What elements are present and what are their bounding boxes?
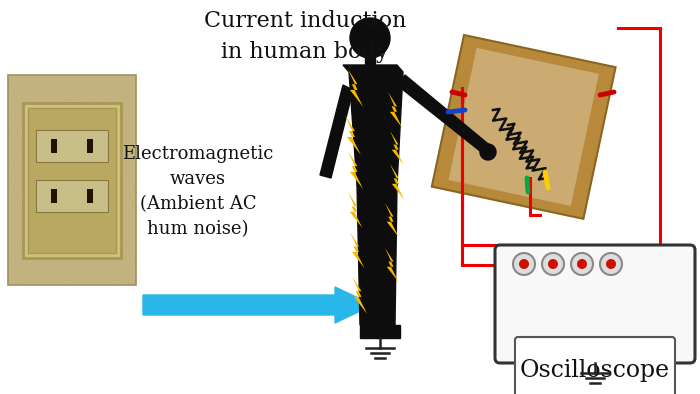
Bar [23,103,121,258]
Bar [36,130,108,162]
FancyBboxPatch shape [515,337,675,394]
Bar [36,180,108,212]
Polygon shape [350,232,365,268]
Polygon shape [397,75,493,155]
Circle shape [513,253,535,275]
Polygon shape [357,185,380,325]
FancyBboxPatch shape [495,245,695,363]
Circle shape [606,259,616,269]
Circle shape [350,18,390,58]
Bar [365,57,375,65]
Bar [51,189,57,203]
Text: Electromagnetic
waves
(Ambient AC
hum noise): Electromagnetic waves (Ambient AC hum no… [122,145,274,238]
Polygon shape [343,65,403,185]
Polygon shape [388,92,402,128]
Polygon shape [449,48,599,206]
Polygon shape [348,69,363,107]
Polygon shape [345,115,361,155]
Polygon shape [390,164,405,200]
Circle shape [519,259,529,269]
Circle shape [577,259,587,269]
Polygon shape [377,325,400,338]
FancyArrow shape [143,287,373,323]
Polygon shape [352,276,367,314]
Circle shape [542,253,564,275]
Polygon shape [377,185,397,325]
Polygon shape [360,325,380,338]
Polygon shape [390,131,404,165]
Polygon shape [432,35,615,219]
Bar [28,108,116,253]
Polygon shape [320,85,353,178]
Polygon shape [385,248,399,282]
Polygon shape [348,151,363,189]
Bar [87,139,93,153]
Bar [51,139,57,153]
Circle shape [600,253,622,275]
Circle shape [571,253,593,275]
Text: Current induction
in human body: Current induction in human body [204,10,406,63]
Circle shape [548,259,558,269]
Bar [87,189,93,203]
Bar [8,75,136,285]
Polygon shape [385,203,399,237]
Polygon shape [348,192,363,228]
Text: Oscilloscope: Oscilloscope [520,359,670,381]
Circle shape [480,144,496,160]
